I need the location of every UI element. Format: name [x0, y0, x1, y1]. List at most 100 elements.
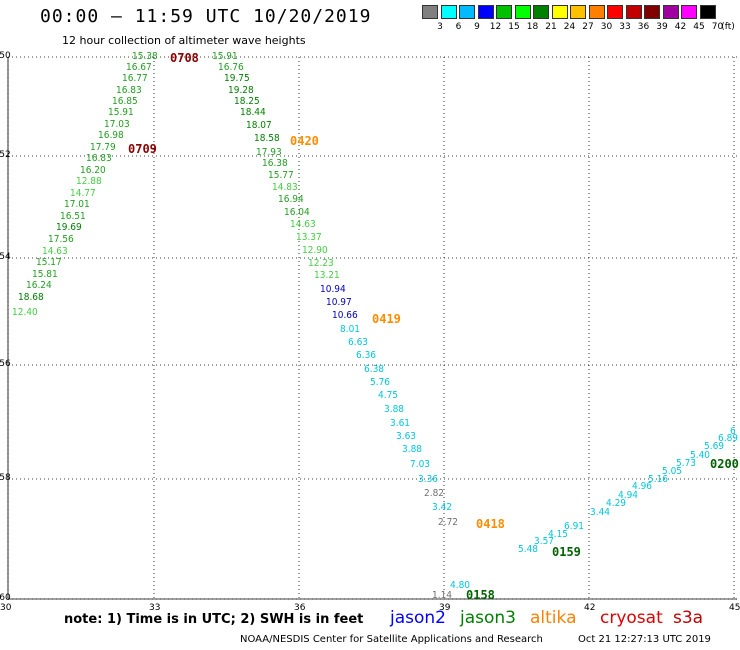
swh-value: 4.80 [450, 580, 471, 591]
pass-time-label: 0418 [476, 517, 505, 531]
legend-swatch [570, 5, 586, 19]
swh-value: 7.03 [410, 459, 431, 470]
swh-value: 6.63 [348, 337, 369, 348]
map-subtitle: 12 hour collection of altimeter wave hei… [62, 34, 306, 47]
legend-swatch [681, 5, 697, 19]
y-tick-label: -50 [0, 51, 11, 61]
pass-time-label: 0158 [466, 588, 495, 602]
legend-swatch [625, 5, 642, 19]
swh-value: 16.76 [218, 62, 244, 73]
swh-value: 17.01 [64, 199, 90, 210]
legend-swatch [477, 5, 494, 19]
swh-value: 14.83 [272, 182, 298, 193]
swh-value: 5.05 [662, 466, 683, 477]
legend-label: 9 [474, 22, 480, 32]
swh-value: 3.36 [418, 474, 439, 485]
legend-swatch [699, 5, 716, 19]
swh-value: 18.44 [240, 107, 266, 118]
swh-value: 16.20 [80, 165, 106, 176]
x-tick-label: 39 [439, 603, 451, 613]
sat-cryosat: cryosat [600, 608, 663, 628]
legend-swatch [533, 5, 549, 19]
legend-label: 18 [526, 22, 539, 32]
legend-label: 42 [674, 22, 687, 32]
pass-time-label: 0420 [290, 134, 319, 148]
legend-label: 12 [489, 22, 502, 32]
y-tick-label: -52 [0, 150, 11, 160]
swh-value: 16.04 [284, 207, 310, 218]
sat-s3a: s3a [673, 608, 704, 628]
swh-value: 12.23 [308, 258, 334, 269]
swh-value: 19.28 [228, 85, 254, 96]
x-tick-label: 42 [584, 603, 596, 613]
swh-value: 4.15 [548, 529, 569, 540]
pass-time-label: 0419 [372, 312, 401, 326]
swh-value: 16.85 [112, 96, 138, 107]
legend-label: 39 [656, 22, 668, 32]
swh-value: 4.75 [378, 390, 399, 401]
swh-value: 5.48 [518, 544, 539, 555]
swh-value: 3.63 [396, 431, 417, 442]
legend-swatch [551, 5, 568, 19]
swh-value: 15.77 [268, 170, 294, 181]
legend-swatch [440, 5, 457, 19]
legend-label: 15 [508, 22, 520, 32]
legend-label: 30 [600, 22, 613, 32]
swh-value: 15.81 [32, 269, 58, 280]
swh-value: 16.83 [116, 85, 142, 96]
swh-value: 15.38 [132, 51, 158, 62]
legend-unit: (ft) [721, 22, 735, 32]
footer-credit: NOAA/NESDIS Center for Satellite Applica… [240, 634, 543, 645]
legend-label: 36 [637, 22, 650, 32]
swh-value: 16.83 [86, 153, 112, 164]
pass-time-label: 0159 [552, 545, 581, 559]
swh-value: 14.63 [290, 219, 316, 230]
swh-value: 3.61 [390, 418, 411, 429]
note-text: note: 1) Time is in UTC; 2) SWH is in fe… [64, 612, 364, 627]
swh-value: 15.17 [36, 257, 62, 268]
pass-time-label: 0708 [170, 51, 199, 65]
swh-value: 5.16 [648, 474, 669, 485]
swh-value: 18.07 [246, 120, 272, 131]
swh-value: 5.76 [370, 377, 391, 388]
pass-time-label: 0709 [128, 142, 157, 156]
x-tick-label: 45 [729, 603, 740, 613]
sat-jason3: jason3 [460, 608, 516, 628]
footer-timestamp: Oct 21 12:27:13 UTC 2019 [578, 634, 711, 645]
swh-value: 4.94 [618, 490, 639, 501]
y-tick-label: -60 [0, 593, 11, 603]
swh-value: 10.97 [326, 297, 352, 308]
swh-value: 16.94 [278, 194, 304, 205]
swh-value: 12.40 [12, 307, 38, 318]
swh-value: 3.42 [432, 502, 453, 513]
y-tick-label: -54 [0, 252, 11, 262]
swh-value: 6.89 [718, 433, 739, 444]
swh-value: 19.75 [224, 73, 250, 84]
swh-value: 6.91 [564, 521, 585, 532]
swh-value: 16.24 [26, 280, 52, 291]
pass-time-label: 0200 [710, 457, 739, 471]
swh-value: 16.98 [98, 130, 124, 141]
swh-value: 14.63 [42, 246, 68, 257]
swh-value: 8.01 [340, 324, 361, 335]
swh-value: 6.36 [356, 350, 377, 361]
swh-value: 13.37 [296, 232, 322, 243]
legend-swatch [662, 5, 679, 19]
swh-value: 15.91 [108, 107, 134, 118]
x-tick-label: 36 [294, 603, 306, 613]
legend-swatch [514, 5, 531, 19]
swh-value: 4.29 [606, 498, 627, 509]
swh-value: 17.03 [104, 119, 130, 130]
map-title: 00:00 – 11:59 UTC 10/20/2019 [40, 6, 372, 27]
swh-value: 16.38 [262, 158, 288, 169]
swh-value: 10.94 [320, 284, 346, 295]
swh-value: 3.44 [590, 507, 611, 518]
legend-label: 70 [711, 22, 724, 32]
legend-swatch [644, 5, 660, 19]
swh-value: 3.57 [534, 536, 555, 547]
swh-value: 19.69 [56, 222, 82, 233]
legend-label: 3 [437, 22, 443, 32]
legend-swatch [588, 5, 605, 19]
swh-value: 4.96 [632, 481, 653, 492]
